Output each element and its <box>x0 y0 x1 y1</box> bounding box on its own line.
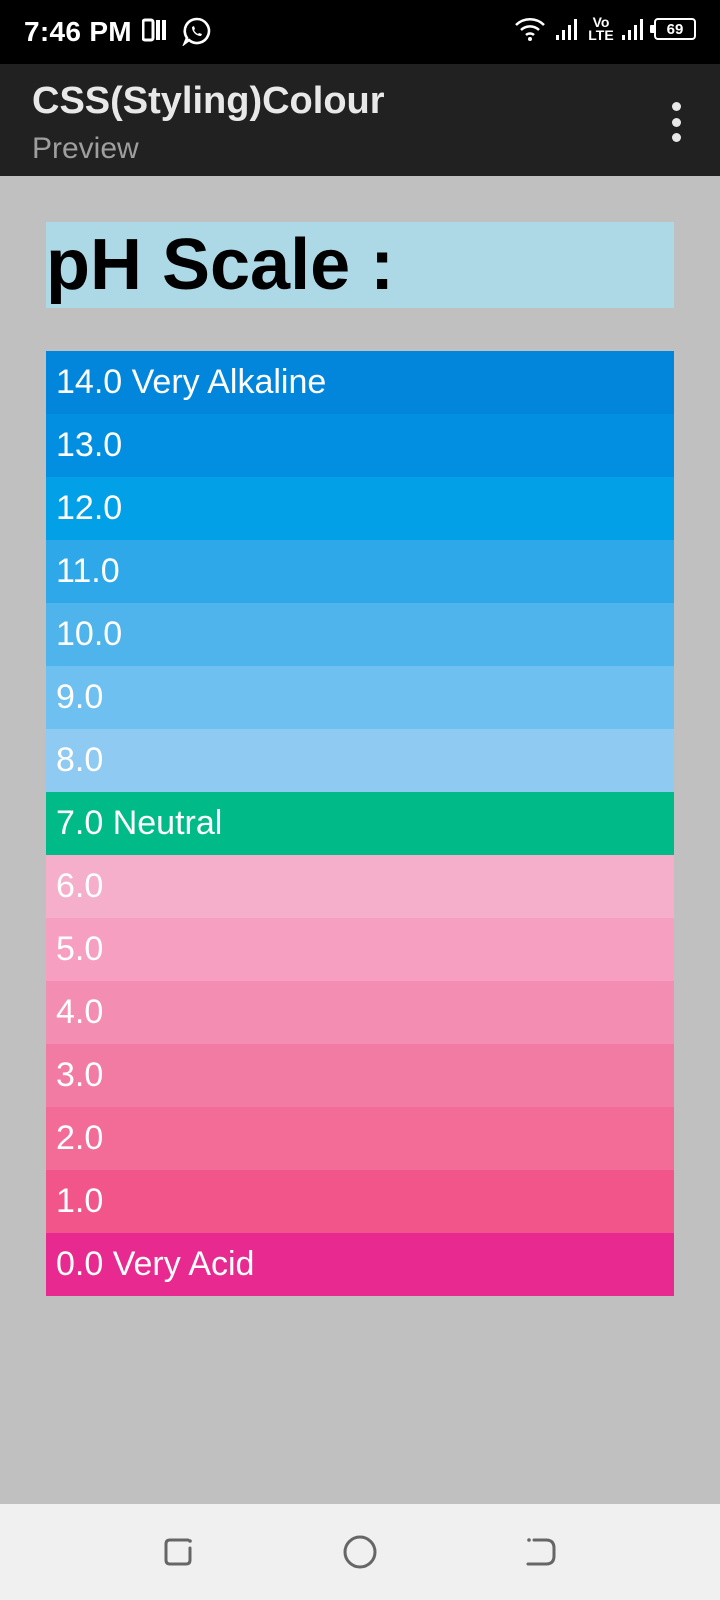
ph-row: 13.0 <box>46 414 674 477</box>
volte-indicator: Vo LTE <box>588 14 614 43</box>
ph-row: 11.0 <box>46 540 674 603</box>
system-icons: Vo LTE 69 <box>514 14 696 43</box>
whatsapp-notification-icon <box>182 17 211 46</box>
ph-row: 10.0 <box>46 603 674 666</box>
preview-content: pH Scale : 14.0 Very Alkaline 13.0 12.0 11.… <box>0 176 720 1504</box>
ph-row: 9.0 <box>46 666 674 729</box>
menu-dot <box>671 102 681 111</box>
menu-dot <box>671 117 681 127</box>
app-subtitle: Preview <box>32 132 139 165</box>
ph-row: 7.0 Neutral <box>46 792 674 855</box>
ph-row: 6.0 <box>46 855 674 918</box>
overflow-menu-icon[interactable] <box>664 102 688 142</box>
ph-row: 4.0 <box>46 981 674 1044</box>
ph-row: 0.0 Very Acid <box>46 1233 674 1296</box>
recent-apps-icon[interactable] <box>160 1532 200 1572</box>
ph-row: 3.0 <box>46 1044 674 1107</box>
battery-icon: 69 <box>650 18 696 40</box>
home-icon[interactable] <box>340 1532 380 1572</box>
ph-row: 1.0 <box>46 1170 674 1233</box>
ph-row: 12.0 <box>46 477 674 540</box>
ph-scale-list: 14.0 Very Alkaline 13.0 12.0 11.0 10.0 9.0 8.0… <box>46 351 674 1296</box>
app-bar: CSS(Styling)Colour Preview <box>0 64 720 176</box>
wifi-icon <box>515 18 545 41</box>
notification-icons <box>142 16 212 46</box>
ph-row: 14.0 Very Alkaline <box>46 351 674 414</box>
ph-row: 8.0 <box>46 729 674 792</box>
ph-scale-heading: pH Scale : <box>46 222 674 308</box>
status-time: 7:46 PM <box>24 16 132 47</box>
paytm-notification-icon <box>142 18 166 42</box>
status-bar: 7:46 PM Vo LTE <box>0 0 720 64</box>
menu-dot <box>671 133 681 142</box>
back-icon[interactable] <box>520 1532 560 1572</box>
app-title: CSS(Styling)Colour <box>32 80 385 122</box>
signal-strength-icon <box>556 19 577 40</box>
ph-row: 5.0 <box>46 918 674 981</box>
signal-strength-2-icon <box>622 19 643 40</box>
navigation-bar <box>0 1504 720 1600</box>
ph-row: 2.0 <box>46 1107 674 1170</box>
